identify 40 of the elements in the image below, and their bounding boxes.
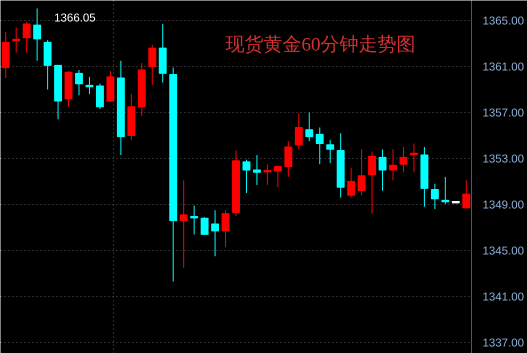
- candlestick: [430, 183, 439, 210]
- y-tick-label: 1353.00: [482, 153, 524, 166]
- candlestick: [316, 126, 324, 165]
- candlestick: [96, 83, 104, 110]
- y-tick-label: 1365.00: [482, 16, 524, 28]
- y-tick-label: 1341.00: [482, 291, 524, 304]
- candlestick: [326, 140, 334, 164]
- candlestick: [200, 216, 209, 235]
- candlestick: [410, 143, 418, 173]
- candlestick: [211, 210, 220, 257]
- candlestick: [252, 154, 261, 186]
- candlestick: [462, 180, 470, 208]
- y-tick-label: 1361.00: [482, 62, 524, 74]
- candlestick: [242, 159, 250, 194]
- candlestick: [148, 44, 156, 86]
- candlestick: [75, 69, 83, 96]
- candlestick: [263, 164, 272, 186]
- candlestick: [190, 205, 198, 235]
- candlestick: [358, 148, 366, 196]
- text: 现货黄金60分钟走势图: [226, 34, 416, 56]
- candlestick: [33, 8, 42, 62]
- candlestick: [347, 167, 356, 198]
- y-tick-label: 1357.00: [482, 107, 524, 120]
- candlestick: [389, 148, 397, 181]
- y-tick-label: 1349.00: [482, 199, 524, 212]
- candlestick: [294, 113, 303, 150]
- candlestick: [400, 146, 408, 173]
- candlestick: [368, 151, 376, 214]
- candlestick: [44, 40, 52, 90]
- candlestick: [222, 210, 230, 248]
- candlestick: [305, 112, 314, 142]
- candlestick: [22, 21, 31, 54]
- y-tick-label: 1337.00: [482, 337, 524, 350]
- candlestick: [284, 140, 292, 178]
- candlestick: [86, 76, 94, 95]
- candlestick: [274, 164, 282, 188]
- annotation: 1366.05: [54, 12, 96, 24]
- candlestick: [180, 180, 188, 268]
- y-tick-label: 1345.00: [482, 245, 524, 258]
- candlestick: [378, 148, 386, 192]
